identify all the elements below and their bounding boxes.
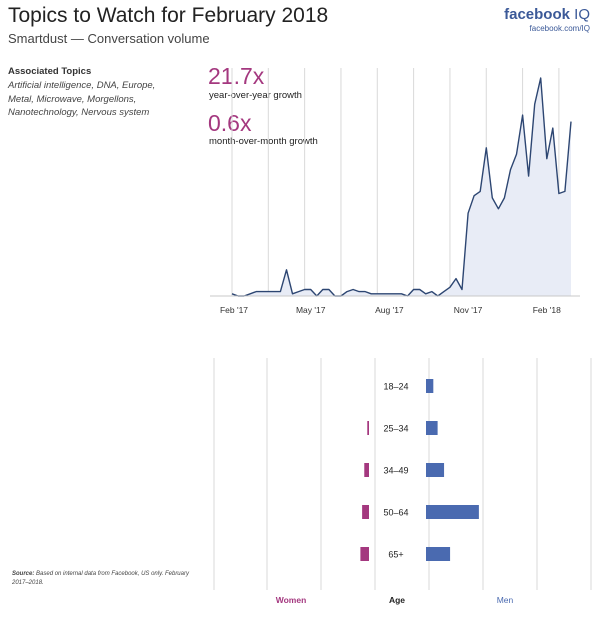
x-tick-label: May '17 [296,305,326,315]
logo-wordmark: facebook IQ [504,6,590,23]
legend-women: Women [276,595,307,605]
demographics-legend: Women Age Men [276,595,514,605]
yoy-growth-value: 21.7x [208,63,265,89]
age-label: 18–24 [383,382,408,392]
mom-growth-value: 0.6x [208,110,252,136]
men-bar-2 [426,463,445,477]
women-bar-1 [367,421,369,435]
demographics-age-labels: 18–24 25–34 34–49 50–64 65+ [383,382,408,560]
page-subtitle: Smartdust — Conversation volume [8,31,210,46]
legend-men: Men [497,595,514,605]
demographics-bars [360,379,479,561]
age-label: 65+ [388,550,403,560]
yoy-growth-label: year-over-year growth [209,90,302,101]
x-tick-label: Feb '18 [533,305,561,315]
mom-growth-label: month-over-month growth [209,136,318,147]
men-bar-0 [426,379,434,393]
x-tick-label: Nov '17 [454,305,483,315]
logo-name: facebook [504,6,570,23]
women-bar-4 [360,547,369,561]
age-label: 50–64 [383,508,408,518]
source-note: Source: Based on internal data from Face… [12,570,192,588]
volume-line [231,77,572,297]
page-title: Topics to Watch for February 2018 [8,4,329,27]
associated-topics-heading: Associated Topics [8,66,92,77]
associated-topics-list: Artificial intelligence, DNA, Europe, Me… [8,80,156,118]
source-label: Source: [12,571,35,577]
women-bar-3 [362,505,369,519]
age-label: 34–49 [383,466,408,476]
logo-suffix: IQ [569,6,590,23]
women-bar-2 [364,463,369,477]
facebook-iq-logo: facebook IQ facebook.com/IQ [504,6,590,33]
age-label: 25–34 [383,424,408,434]
volume-area [232,78,571,296]
men-bar-1 [426,421,438,435]
x-tick-label: Aug '17 [375,305,404,315]
demographics-grid [213,358,592,590]
source-text: Based on internal data from Facebook, US… [12,571,189,586]
x-tick-label: Feb '17 [220,305,248,315]
logo-url[interactable]: facebook.com/IQ [529,24,590,33]
men-bar-3 [426,505,479,519]
men-bar-4 [426,547,451,561]
volume-chart-x-ticks: Feb '17 May '17 Aug '17 Nov '17 Feb '18 [220,305,561,315]
legend-age: Age [389,595,405,605]
